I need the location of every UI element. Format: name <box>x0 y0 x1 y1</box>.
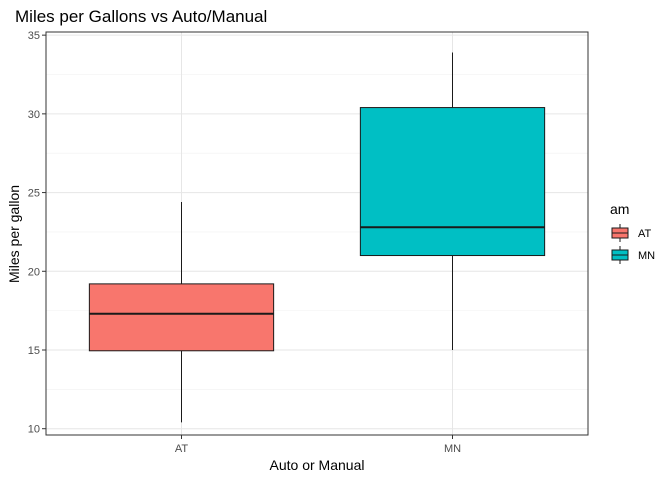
legend-label: AT <box>638 228 652 240</box>
legend-item-mn: MN <box>611 246 655 264</box>
y-axis-title: Miles per gallon <box>6 185 22 283</box>
y-tick-label: 35 <box>28 30 40 42</box>
box-body <box>88 283 275 352</box>
box-at <box>88 202 275 423</box>
box-mn <box>359 52 546 350</box>
y-tick-label: 30 <box>28 109 40 121</box>
chart-title: Miles per Gallons vs Auto/Manual <box>15 7 267 26</box>
x-axis-title: Auto or Manual <box>270 457 365 473</box>
legend: am AT MN <box>610 201 655 264</box>
y-tick-label: 10 <box>28 424 40 436</box>
x-tick-label: AT <box>175 443 189 455</box>
x-tick-label: MN <box>444 443 461 455</box>
legend-title: am <box>610 201 629 217</box>
legend-label: MN <box>638 250 655 262</box>
y-tick-label: 20 <box>28 266 40 278</box>
y-axis: 10 15 20 25 30 35 <box>28 30 46 436</box>
box-body <box>359 107 546 257</box>
boxes <box>88 52 546 423</box>
y-tick-label: 15 <box>28 345 40 357</box>
legend-item-at: AT <box>611 224 652 242</box>
x-axis: AT MN <box>175 435 461 455</box>
y-tick-label: 25 <box>28 188 40 200</box>
panel-border <box>45 31 589 436</box>
